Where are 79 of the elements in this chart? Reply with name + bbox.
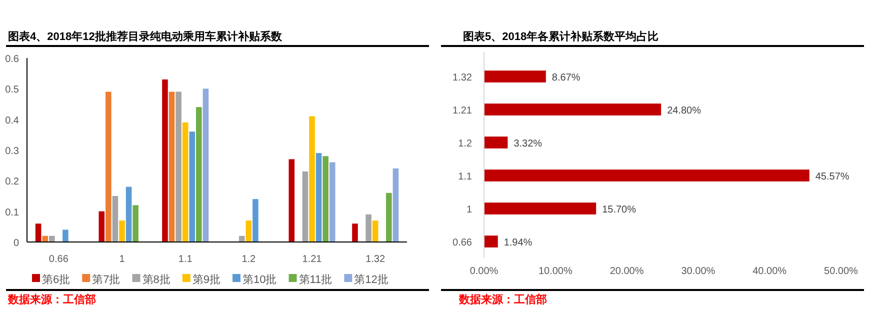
x-tick-label: 10.00% xyxy=(538,266,572,277)
bar xyxy=(106,92,112,242)
bar xyxy=(176,92,182,242)
legend-label: 第8批 xyxy=(142,274,170,286)
x-tick-label: 1.2 xyxy=(242,254,256,265)
bar xyxy=(126,186,132,242)
data-label: 45.57% xyxy=(815,172,850,182)
y-tick-label: 0 xyxy=(13,238,20,249)
chart-title: 图表4、2018年12批推荐目录纯电动乘用车累计补贴系数 xyxy=(8,30,283,43)
bar xyxy=(48,236,55,242)
bar xyxy=(98,211,105,242)
data-label: 3.32% xyxy=(514,138,542,150)
bar xyxy=(62,230,68,242)
y-tick-label: 0.66 xyxy=(452,238,472,248)
bar xyxy=(372,220,378,242)
bar xyxy=(316,153,322,242)
bar xyxy=(202,88,209,242)
y-tick-label: 0.2 xyxy=(5,176,20,188)
bar xyxy=(238,236,245,242)
source-note: 数据来源：工信部 xyxy=(458,293,547,306)
y-tick-label: 0.3 xyxy=(5,146,20,157)
data-label: 15.70% xyxy=(602,204,636,216)
x-tick-label: 1.32 xyxy=(366,254,386,265)
x-tick-label: 40.00% xyxy=(752,266,787,277)
y-tick-label: 0.4 xyxy=(5,115,20,126)
legend-label: 第9批 xyxy=(192,274,220,286)
bar xyxy=(189,132,196,242)
bar xyxy=(484,70,546,82)
y-tick-label: 1.21 xyxy=(452,106,472,116)
data-label: 24.80% xyxy=(667,106,702,116)
bar xyxy=(112,196,118,242)
bar xyxy=(484,104,662,116)
y-tick-label: 0.6 xyxy=(5,54,20,65)
bar xyxy=(484,136,508,148)
data-label: 1.94% xyxy=(504,238,532,248)
x-tick-label: 1.1 xyxy=(178,254,193,265)
bar xyxy=(484,202,596,214)
bar xyxy=(162,79,168,242)
y-tick-label: 1.1 xyxy=(458,172,472,182)
source-note: 数据来源：工信部 xyxy=(7,293,96,306)
legend-label: 第7批 xyxy=(92,274,120,286)
x-tick-label: 50.00% xyxy=(824,266,858,277)
bar xyxy=(484,170,810,182)
x-tick-label: 30.00% xyxy=(681,266,716,277)
x-tick-label: 1 xyxy=(119,254,126,265)
data-label: 8.67% xyxy=(552,72,580,84)
bar xyxy=(329,162,336,242)
y-tick-label: 1 xyxy=(466,204,472,216)
x-tick-label: 20.00% xyxy=(610,266,644,277)
bar xyxy=(252,199,258,242)
bar xyxy=(302,171,308,242)
bar xyxy=(132,205,138,242)
bar xyxy=(366,214,372,242)
x-tick-label: 1.21 xyxy=(302,254,322,265)
x-tick-label: 0.66 xyxy=(48,254,69,265)
bar xyxy=(392,168,399,242)
bar xyxy=(182,122,188,242)
bar xyxy=(119,220,125,242)
y-tick-label: 1.2 xyxy=(458,138,472,150)
bar xyxy=(352,224,358,242)
bar xyxy=(288,159,295,242)
bar xyxy=(309,116,315,242)
y-tick-label: 0.5 xyxy=(5,84,20,96)
bar xyxy=(246,220,252,242)
y-tick-label: 1.32 xyxy=(452,72,472,84)
bar xyxy=(168,92,175,242)
legend-label: 第10批 xyxy=(242,274,277,286)
bar xyxy=(484,236,498,248)
bar xyxy=(322,156,328,242)
bar xyxy=(42,236,48,242)
bar xyxy=(386,192,392,242)
bar xyxy=(196,107,202,242)
legend-label: 第12批 xyxy=(354,274,388,286)
chart-title: 图表5、2018年各累计补贴系数平均占比 xyxy=(463,30,659,43)
legend-label: 第6批 xyxy=(42,274,70,286)
x-tick-label: 0.00% xyxy=(470,266,498,277)
y-tick-label: 0.1 xyxy=(5,207,20,218)
legend-label: 第11批 xyxy=(298,274,332,286)
bar xyxy=(35,224,42,242)
